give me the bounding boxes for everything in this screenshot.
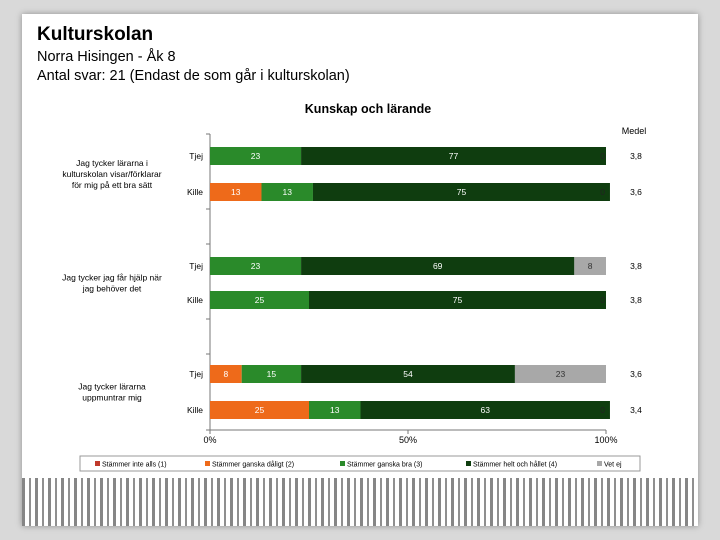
bar-segment — [360, 401, 610, 419]
page-subtitle: Norra Hisingen - Åk 8 — [37, 49, 176, 65]
bar-value-label: 13 — [231, 187, 241, 197]
legend-entry: Vet ej — [604, 462, 622, 469]
bar-value-label: 75 — [457, 187, 467, 197]
legend-box — [79, 455, 641, 472]
bar-segment — [312, 183, 610, 201]
row-group-label: Kille — [187, 295, 203, 305]
bar-value-label: 13 — [282, 187, 292, 197]
x-tick-label: 0% — [203, 435, 216, 445]
bar-segment — [574, 257, 606, 275]
legend-swatch — [205, 461, 210, 466]
people-silhouettes-decoration — [22, 478, 698, 526]
medel-value: 3,6 — [630, 369, 642, 379]
bar-segment — [210, 147, 302, 165]
chart-title: Kunskap och lärande — [305, 102, 431, 116]
bar-segment — [261, 183, 313, 201]
x-tick-label: 50% — [399, 435, 417, 445]
medel-value: 3,8 — [630, 261, 642, 271]
legend-swatch — [597, 461, 602, 466]
bar-value-label: 63 — [480, 405, 490, 415]
bar-value-label: 0 — [600, 295, 605, 305]
row-group-label: Tjej — [189, 151, 203, 161]
question-label: Jag tycker jag får hjälp när — [62, 273, 162, 283]
x-tick-label: 100% — [594, 435, 617, 445]
bar-segment — [301, 257, 575, 275]
bar-segment — [514, 365, 606, 383]
bar-value-label: 54 — [403, 369, 413, 379]
legend-entry: Stämmer helt och hållet (4) — [473, 461, 557, 469]
bar-value-label: 69 — [433, 261, 443, 271]
bar-value-label: 25 — [255, 405, 265, 415]
bar-value-label: 75 — [453, 295, 463, 305]
bar-segment — [301, 365, 515, 383]
question-label: Jag tycker lärarna — [78, 382, 146, 392]
legend-entry: Stämmer inte alls (1) — [102, 462, 167, 469]
question-label: uppmuntrar mig — [82, 393, 142, 403]
legend-entry: Stämmer ganska dåligt (2) — [212, 461, 294, 469]
row-group-label: Tjej — [189, 369, 203, 379]
bar-segment — [241, 365, 302, 383]
medel-value: 3,6 — [630, 187, 642, 197]
row-group-label: Kille — [187, 187, 203, 197]
bar-value-label: 23 — [251, 151, 261, 161]
medel-value: 3,8 — [630, 295, 642, 305]
medel-value: 3,8 — [630, 151, 642, 161]
bar-segment — [210, 401, 309, 419]
bar-value-label: 13 — [330, 405, 340, 415]
bar-value-label: 23 — [251, 261, 261, 271]
bar-segment — [301, 147, 606, 165]
question-label: Jag tycker lärarna i — [76, 158, 148, 168]
row-group-label: Kille — [187, 405, 203, 415]
question-label: jag behöver det — [82, 284, 142, 294]
bar-value-label: 23 — [556, 369, 566, 379]
legend-swatch — [95, 461, 100, 466]
bar-value-label: 8 — [588, 261, 593, 271]
bar-value-label: 77 — [449, 151, 459, 161]
bar-value-label: 0 — [600, 151, 605, 161]
bar-value-label: 15 — [267, 369, 277, 379]
question-label: kulturskolan visar/förklarar — [62, 169, 161, 179]
row-group-label: Tjej — [189, 261, 203, 271]
bar-value-label: 25 — [255, 295, 265, 305]
bar-value-label: 0 — [600, 187, 605, 197]
bar-segment — [210, 183, 262, 201]
bar-segment — [309, 401, 361, 419]
bar-segment — [210, 365, 242, 383]
bar-segment — [210, 257, 302, 275]
page-title: Kulturskolan — [37, 24, 154, 45]
page-respondents-note: Antal svar: 21 (Endast de som går i kult… — [37, 68, 350, 84]
bar-segment — [309, 291, 606, 309]
medel-header: Medel — [622, 126, 647, 136]
bar-value-label: 0 — [600, 405, 605, 415]
bar-segment — [210, 291, 309, 309]
bar-value-label: 8 — [223, 369, 228, 379]
legend-swatch — [340, 461, 345, 466]
legend-entry: Stämmer ganska bra (3) — [347, 462, 422, 469]
question-label: för mig på ett bra sätt — [72, 180, 153, 190]
medel-value: 3,4 — [630, 405, 642, 415]
legend-swatch — [466, 461, 471, 466]
